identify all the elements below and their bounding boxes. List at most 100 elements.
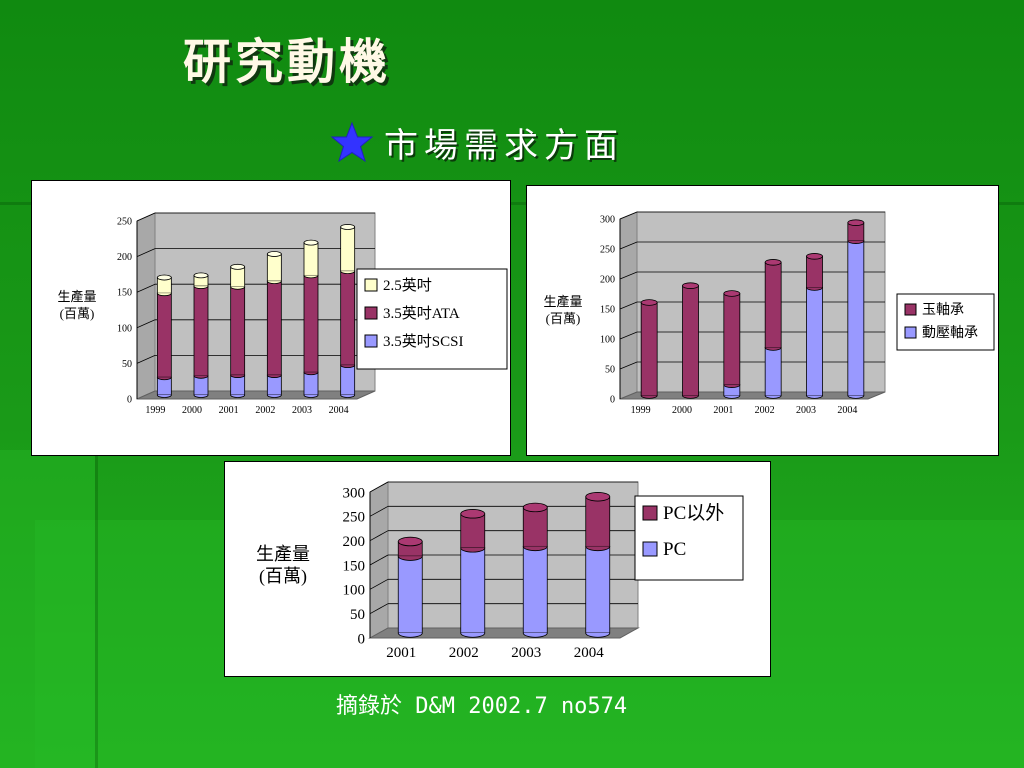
gridline-diagonal bbox=[619, 241, 638, 250]
gridline-diagonal bbox=[136, 248, 156, 257]
bar-top-2001 bbox=[230, 263, 246, 270]
y-tick-label: 50 bbox=[605, 365, 615, 376]
bar-top-2004 bbox=[847, 219, 865, 226]
bar-top-2003 bbox=[522, 502, 548, 513]
y-tick-label: 200 bbox=[117, 252, 132, 263]
bar-3.5英吋SCSI-2004 bbox=[340, 364, 356, 396]
bar-玉軸承-2000 bbox=[682, 285, 699, 396]
bar-top-2000 bbox=[193, 272, 209, 279]
legend-box bbox=[356, 268, 508, 370]
bar-玉軸承-2001 bbox=[723, 293, 741, 386]
bar-base-2.5英吋-2000 bbox=[193, 285, 209, 289]
bar-base-PC-2004 bbox=[585, 632, 611, 638]
bar-base-動壓軸承-2002 bbox=[764, 395, 782, 399]
bar-base-PC以外-2002 bbox=[460, 547, 486, 553]
bar-動壓軸承-2003 bbox=[806, 287, 823, 396]
gridline-diagonal bbox=[369, 530, 389, 542]
bar-base-2.5英吋-2004 bbox=[340, 270, 356, 275]
bar-玉軸承-2003 bbox=[806, 255, 823, 288]
chart-panel-pc: 0 50 100 150 200 250 300 生產量 (百萬) 2001 2002 2003 200… bbox=[224, 461, 771, 677]
x-tick-label-2002: 2002 bbox=[449, 645, 479, 661]
legend-label-PC: PC bbox=[663, 539, 686, 560]
gridline-diagonal bbox=[136, 319, 156, 329]
bar-動壓軸承-2002 bbox=[764, 347, 782, 396]
bar-base-3.5英吋SCSI-2001 bbox=[230, 394, 246, 398]
bar-top-2001 bbox=[397, 536, 423, 547]
bar-3.5英吋ATA-2000 bbox=[193, 285, 209, 377]
x-tick-label-2003: 2003 bbox=[292, 405, 312, 416]
gridline-diagonal bbox=[136, 283, 156, 293]
bar-top-2002 bbox=[764, 259, 782, 266]
legend-swatch-3.5英吋ATA bbox=[364, 306, 378, 320]
x-tick-label-2003: 2003 bbox=[511, 645, 541, 661]
y-tick-label: 300 bbox=[600, 215, 615, 226]
bar-base-2.5英吋-2002 bbox=[266, 280, 282, 284]
bar-base-3.5英吋SCSI-2004 bbox=[340, 394, 356, 398]
bar-base-3.5英吋ATA-2002 bbox=[266, 374, 282, 378]
x-tick-label-2001: 2001 bbox=[713, 405, 733, 416]
source-caption: 摘錄於 D&M 2002.7 no574 bbox=[336, 694, 628, 719]
y-tick-label: 250 bbox=[117, 217, 132, 228]
x-tick-label-2000: 2000 bbox=[182, 405, 202, 416]
y-tick-label: 250 bbox=[600, 245, 615, 256]
x-tick-label-2003: 2003 bbox=[796, 405, 816, 416]
bar-base-PC以外-2004 bbox=[585, 546, 611, 552]
bar-top-2004 bbox=[585, 492, 611, 502]
y-tick-label: 0 bbox=[358, 631, 366, 647]
x-tick-label-2001: 2001 bbox=[386, 645, 416, 661]
legend-swatch-玉軸承 bbox=[904, 303, 917, 316]
legend-swatch-動壓軸承 bbox=[904, 326, 917, 339]
gridline-diagonal bbox=[369, 578, 389, 590]
y-axis-label: (百萬) bbox=[546, 311, 581, 326]
y-tick-label: 0 bbox=[610, 395, 615, 406]
bar-base-動壓軸承-2001 bbox=[723, 395, 741, 399]
bar-base-3.5英吋SCSI-1999 bbox=[156, 394, 172, 398]
legend-swatch-3.5英吋SCSI bbox=[364, 334, 378, 348]
y-tick-label: 150 bbox=[343, 558, 366, 574]
bar-3.5英吋ATA-2002 bbox=[266, 280, 282, 376]
plot-floor bbox=[619, 391, 886, 400]
bar-base-玉軸承-2003 bbox=[806, 287, 823, 291]
bar-3.5英吋ATA-2001 bbox=[230, 286, 246, 376]
gridline-diagonal bbox=[369, 603, 389, 615]
legend-label-3.5英吋SCSI: 3.5英吋SCSI bbox=[383, 332, 463, 350]
star-icon bbox=[330, 121, 374, 162]
y-axis-label: 生產量 bbox=[57, 289, 96, 304]
chart-panel-bearing: 0 50 100 150 200 250 300 生產量 (百萬) 1999 2000 2001 200… bbox=[526, 185, 999, 456]
bar-top-1999 bbox=[156, 274, 172, 281]
bar-top-2000 bbox=[682, 282, 699, 289]
plot-floor bbox=[368, 627, 640, 639]
bar-base-PC-2002 bbox=[460, 632, 486, 638]
bar-base-3.5英吋SCSI-2000 bbox=[193, 394, 209, 398]
gridline-diagonal bbox=[619, 301, 638, 310]
bar-PC-2004 bbox=[585, 545, 611, 634]
gridline-diagonal bbox=[369, 554, 389, 566]
bar-2.5英吋-2001 bbox=[230, 266, 246, 288]
y-tick-label: 100 bbox=[600, 335, 615, 346]
bar-top-2001 bbox=[723, 290, 741, 297]
x-tick-label-2002: 2002 bbox=[255, 405, 275, 416]
bar-base-玉軸承-2002 bbox=[764, 347, 782, 351]
y-tick-label: 150 bbox=[600, 305, 615, 316]
x-tick-label-2001: 2001 bbox=[219, 405, 239, 416]
bar-PC以外-2004 bbox=[585, 496, 611, 547]
legend-label-PC以外: PC以外 bbox=[663, 502, 724, 524]
bar-base-3.5英吋ATA-1999 bbox=[156, 377, 172, 381]
bar-PC-2002 bbox=[460, 547, 486, 634]
gridline-diagonal bbox=[619, 361, 638, 370]
plot-floor bbox=[136, 390, 376, 400]
bar-玉軸承-2002 bbox=[764, 261, 782, 348]
bg-line-horizontal bbox=[0, 202, 1024, 205]
gridline-diagonal bbox=[136, 212, 156, 222]
y-tick-label: 300 bbox=[343, 485, 366, 501]
bar-PC-2001 bbox=[397, 555, 423, 634]
bar-base-PC以外-2001 bbox=[397, 555, 423, 561]
bar-base-玉軸承-2001 bbox=[723, 384, 741, 388]
bar-PC-2003 bbox=[522, 545, 548, 634]
bar-3.5英吋ATA-1999 bbox=[156, 292, 172, 378]
bar-base-動壓軸承-2004 bbox=[847, 395, 865, 399]
y-tick-label: 200 bbox=[600, 275, 615, 286]
bar-base-3.5英吋SCSI-2003 bbox=[303, 394, 319, 398]
bg-band-vertical bbox=[0, 450, 95, 768]
gridline-diagonal bbox=[619, 271, 638, 280]
